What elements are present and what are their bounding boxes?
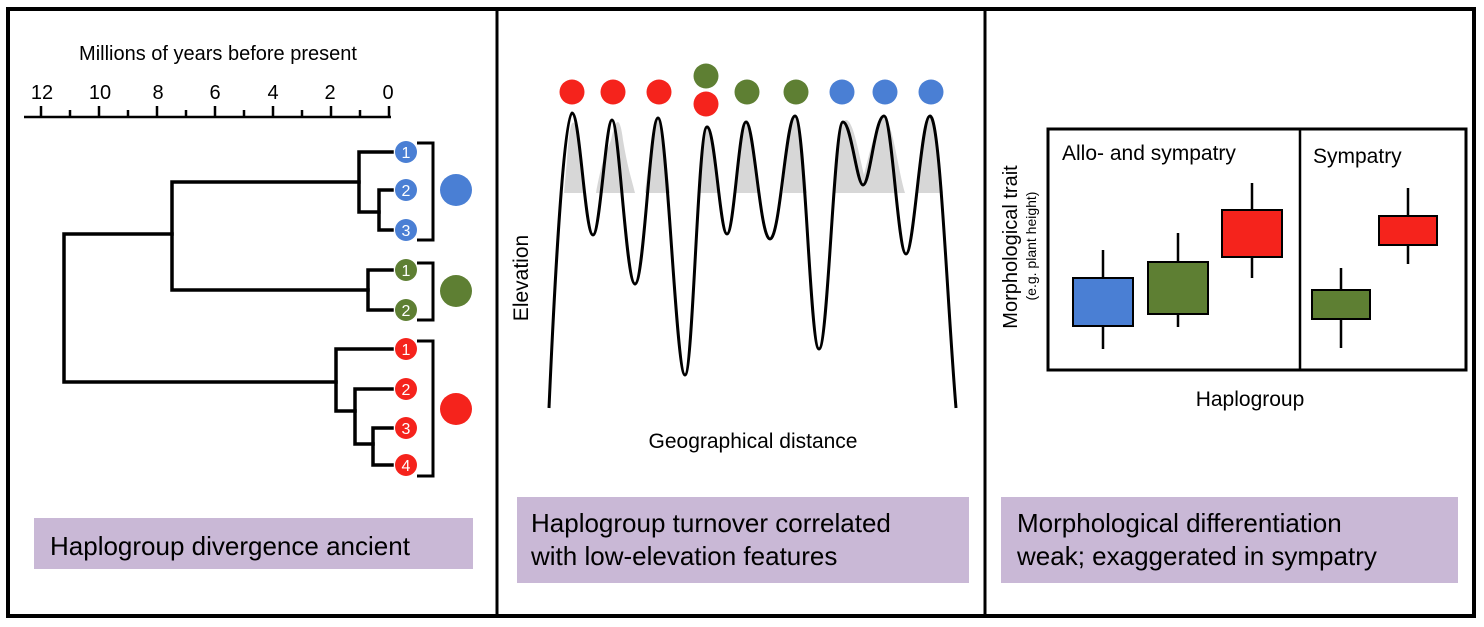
caption-panel1-text: Haplogroup divergence ancient <box>50 531 410 561</box>
caption-panel2-line1: Haplogroup turnover correlated <box>531 508 891 538</box>
tips-green: 1 2 <box>395 259 417 321</box>
dot-blue <box>872 79 898 105</box>
tips-red: 1 2 3 4 <box>395 338 417 476</box>
time-tick-label-0: 0 <box>382 82 393 104</box>
tips-blue: 1 2 3 <box>395 141 417 241</box>
dot-red <box>646 79 672 105</box>
boxplot-blue-allo-sympatry <box>1072 250 1134 349</box>
phylogenetic-tree <box>62 150 394 467</box>
tip-red-2-label: 2 <box>402 382 411 399</box>
tip-red-4-label: 4 <box>402 458 411 475</box>
tip-blue-1 <box>395 141 417 163</box>
elevation-curve <box>547 111 958 409</box>
caption-panel2: Haplogroup turnover correlated with low-… <box>517 497 969 583</box>
tip-blue-2-label: 2 <box>402 183 411 200</box>
dot-red <box>559 79 585 105</box>
time-tick-label-8: 8 <box>152 82 163 104</box>
boxplot-green-allo-sympatry <box>1147 233 1209 327</box>
clade-dot-red <box>440 393 472 425</box>
time-axis-tick-labels: 12 10 8 6 4 2 0 <box>31 82 394 104</box>
time-tick-label-10: 10 <box>89 82 111 104</box>
boxplot-red-sympatry <box>1378 188 1438 264</box>
tip-red-3-label: 3 <box>402 421 411 438</box>
tip-green-1 <box>395 259 417 281</box>
caption-panel1: Haplogroup divergence ancient <box>34 518 473 569</box>
caption-panel3-line2: weak; exaggerated in sympatry <box>1017 541 1377 571</box>
time-axis-title: Millions of years before present <box>79 43 357 65</box>
tip-red-2 <box>395 378 417 400</box>
tip-green-2 <box>395 299 417 321</box>
clade-brackets <box>417 141 435 478</box>
dot-green <box>734 79 760 105</box>
tip-blue-3 <box>395 219 417 241</box>
distance-axis-label: Geographical distance <box>649 430 858 453</box>
haplogroup-axis-label: Haplogroup <box>1196 388 1305 411</box>
haplogroup-dots <box>559 63 944 117</box>
tip-red-1-label: 1 <box>402 342 411 359</box>
clade-dot-blue <box>440 174 472 206</box>
caption-panel3-line1: Morphological differentiation <box>1017 508 1342 538</box>
tip-red-1 <box>395 338 417 360</box>
panel-elevation: Elevation Geographical distance <box>510 63 958 453</box>
dot-red <box>600 79 626 105</box>
elevation-axis-label: Elevation <box>510 235 533 321</box>
section-allo-sympatry-title: Allo- and sympatry <box>1062 142 1236 165</box>
tip-green-1-label: 1 <box>402 263 411 280</box>
time-tick-label-2: 2 <box>324 82 335 104</box>
trait-axis-label: Morphological trait <box>1000 165 1022 329</box>
section-sympatry-title: Sympatry <box>1313 145 1402 168</box>
dot-blue <box>918 79 944 105</box>
tip-blue-1-label: 1 <box>402 145 411 162</box>
time-tick-label-6: 6 <box>209 82 220 104</box>
plot-frame <box>1046 127 1468 372</box>
panel-morphology: Allo- and sympatry Sympatry Morphologica… <box>1000 127 1468 411</box>
dot-green <box>783 79 809 105</box>
panel-tree: Millions of years before present 12 10 8… <box>24 43 472 478</box>
tip-green-2-label: 2 <box>402 303 411 320</box>
caption-panel3: Morphological differentiation weak; exag… <box>1001 497 1458 583</box>
time-tick-label-4: 4 <box>267 82 278 104</box>
dot-red <box>693 91 719 117</box>
dot-blue <box>829 79 855 105</box>
trait-axis-sublabel: (e.g. plant height) <box>1023 192 1039 301</box>
tip-blue-2 <box>395 179 417 201</box>
boxplot-red-allo-sympatry <box>1221 183 1283 278</box>
tip-blue-3-label: 3 <box>402 223 411 240</box>
clade-dot-green <box>440 275 472 307</box>
time-tick-label-12: 12 <box>31 82 53 104</box>
caption-panel2-line2: with low-elevation features <box>531 541 838 571</box>
dot-green <box>693 63 719 89</box>
tip-red-4 <box>395 454 417 476</box>
boxplot-green-sympatry <box>1311 268 1371 348</box>
time-axis <box>24 106 391 119</box>
figure-frame <box>6 7 1476 618</box>
tip-red-3 <box>395 417 417 439</box>
